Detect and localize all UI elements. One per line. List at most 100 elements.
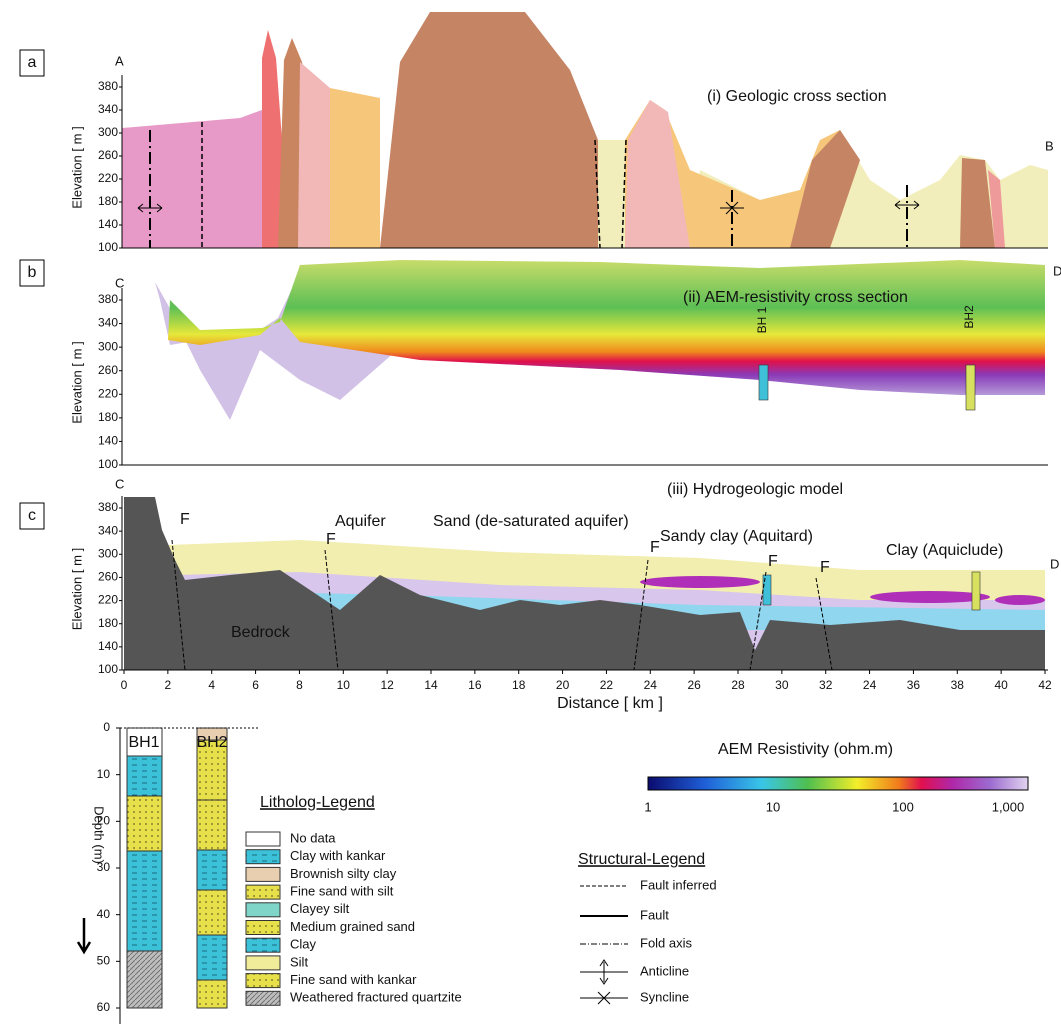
borehole-title: BH1 — [128, 734, 159, 751]
x-tick-label: 26 — [687, 678, 701, 692]
panel-label: a — [28, 54, 37, 71]
x-tick-label: 10 — [337, 678, 351, 692]
section-end: D — [1050, 556, 1059, 571]
y-tick-label: 220 — [98, 386, 118, 400]
legend-item: Weathered fractured quartzite — [290, 990, 462, 1005]
borehole-columns-part — [127, 851, 162, 951]
y-tick-label: 340 — [98, 316, 118, 330]
depth-tick-label: 50 — [97, 954, 111, 968]
borehole-columns-part — [197, 980, 227, 1008]
x-tick-label: 42 — [1038, 678, 1052, 692]
y-tick-label: 140 — [98, 639, 118, 653]
x-tick-label: 30 — [775, 678, 789, 692]
section-end: D — [1053, 263, 1061, 278]
legend-item: Anticline — [640, 963, 689, 978]
y-tick-label: 300 — [98, 546, 118, 560]
x-tick-label: 8 — [296, 678, 303, 692]
legend-swatch — [246, 903, 280, 917]
colorbar-title: AEM Resistivity (ohm.m) — [718, 741, 893, 758]
borehole-label: BH 1 — [755, 306, 769, 333]
y-tick-label: 260 — [98, 570, 118, 584]
borehole-title: BH2 — [196, 734, 227, 751]
colorbar-tick-label: 1,000 — [992, 799, 1025, 814]
y-tick-label: 380 — [98, 500, 118, 514]
borehole-columns-part — [78, 918, 90, 952]
legend-swatch — [246, 832, 280, 846]
legend-item: Clay with kankar — [290, 848, 386, 863]
y-tick-label: 140 — [98, 434, 118, 448]
y-tick-label: 180 — [98, 616, 118, 630]
x-tick-label: 12 — [380, 678, 394, 692]
section-end: C — [115, 476, 124, 491]
annotation: F — [650, 539, 660, 556]
aem-section-part — [966, 365, 975, 410]
x-tick-label: 24 — [863, 678, 877, 692]
page: {"panels": [ {"label": "a", "title": "(i… — [0, 0, 1061, 1024]
y-axis-label: Elevation [ m ] — [69, 548, 84, 630]
y-tick-label: 340 — [98, 102, 118, 116]
legend-item: Fold axis — [640, 935, 693, 950]
depth-tick-label: 0 — [103, 720, 110, 734]
panel-title: (ii) AEM-resistivity cross section — [683, 289, 908, 306]
geologic-section-part — [122, 110, 275, 248]
y-tick-label: 220 — [98, 593, 118, 607]
y-tick-label: 380 — [98, 79, 118, 93]
legend-item: Clayey silt — [290, 901, 350, 916]
depth-tick-label: 20 — [97, 814, 111, 828]
depth-tick-label: 40 — [97, 907, 111, 921]
aem-section-part — [759, 365, 768, 400]
x-axis-label: Distance [ km ] — [557, 695, 663, 712]
annotation: Bedrock — [231, 624, 291, 641]
legend-swatch — [246, 850, 280, 864]
legend-swatch — [246, 938, 280, 952]
borehole-columns-part — [127, 796, 162, 851]
annotation: Aquifer — [335, 513, 386, 530]
y-axis-label: Elevation [ m ] — [69, 341, 84, 423]
section-end: C — [115, 275, 124, 290]
borehole-columns-part — [127, 756, 162, 796]
x-tick-label: 18 — [512, 678, 526, 692]
figure: a(i) Geologic cross sectionABElevation [… — [0, 0, 1061, 1024]
depth-tick-label: 10 — [97, 767, 111, 781]
borehole-columns-part — [127, 951, 162, 1008]
structural-symbols — [580, 886, 628, 1004]
depth-tick-label: 30 — [97, 860, 111, 874]
y-tick-label: 340 — [98, 523, 118, 537]
legend-item: Clay — [290, 937, 317, 952]
section-end: A — [115, 53, 124, 68]
hydro-model-part — [972, 572, 980, 610]
aem-section — [155, 260, 1045, 420]
y-axis-label: Elevation [ m ] — [69, 126, 84, 208]
legend-title: Litholog-Legend — [260, 794, 375, 811]
y-tick-label: 100 — [98, 240, 118, 254]
borehole-columns-part — [197, 935, 227, 980]
annotation: Sandy clay (Aquitard) — [660, 528, 813, 545]
x-tick-label: 24 — [644, 678, 658, 692]
y-tick-label: 140 — [98, 217, 118, 231]
hydro-model-part — [763, 575, 771, 605]
colorbar-tick-label: 1 — [644, 799, 651, 814]
hydro-model-part — [995, 595, 1045, 605]
x-tick-label: 14 — [424, 678, 438, 692]
x-tick-label: 36 — [907, 678, 921, 692]
y-tick-label: 300 — [98, 339, 118, 353]
annotation: Sand (de-saturated aquifer) — [433, 513, 629, 530]
borehole-columns-part — [197, 850, 227, 890]
panel-label: c — [28, 507, 36, 524]
borehole-columns-part — [197, 890, 227, 935]
panel-label: b — [28, 264, 37, 281]
y-tick-label: 380 — [98, 292, 118, 306]
geologic-section-part — [598, 140, 625, 248]
borehole-label: BH2 — [962, 305, 976, 329]
x-tick-label: 32 — [819, 678, 833, 692]
y-tick-label: 100 — [98, 457, 118, 471]
borehole-columns-part — [197, 800, 227, 850]
x-tick-label: 4 — [208, 678, 215, 692]
x-tick-label: 20 — [556, 678, 570, 692]
legend-swatch — [246, 867, 280, 881]
geologic-section-part — [330, 88, 380, 248]
y-tick-label: 220 — [98, 171, 118, 185]
colorbar-tick-label: 100 — [892, 799, 914, 814]
y-tick-label: 180 — [98, 410, 118, 424]
x-tick-label: 2 — [165, 678, 172, 692]
